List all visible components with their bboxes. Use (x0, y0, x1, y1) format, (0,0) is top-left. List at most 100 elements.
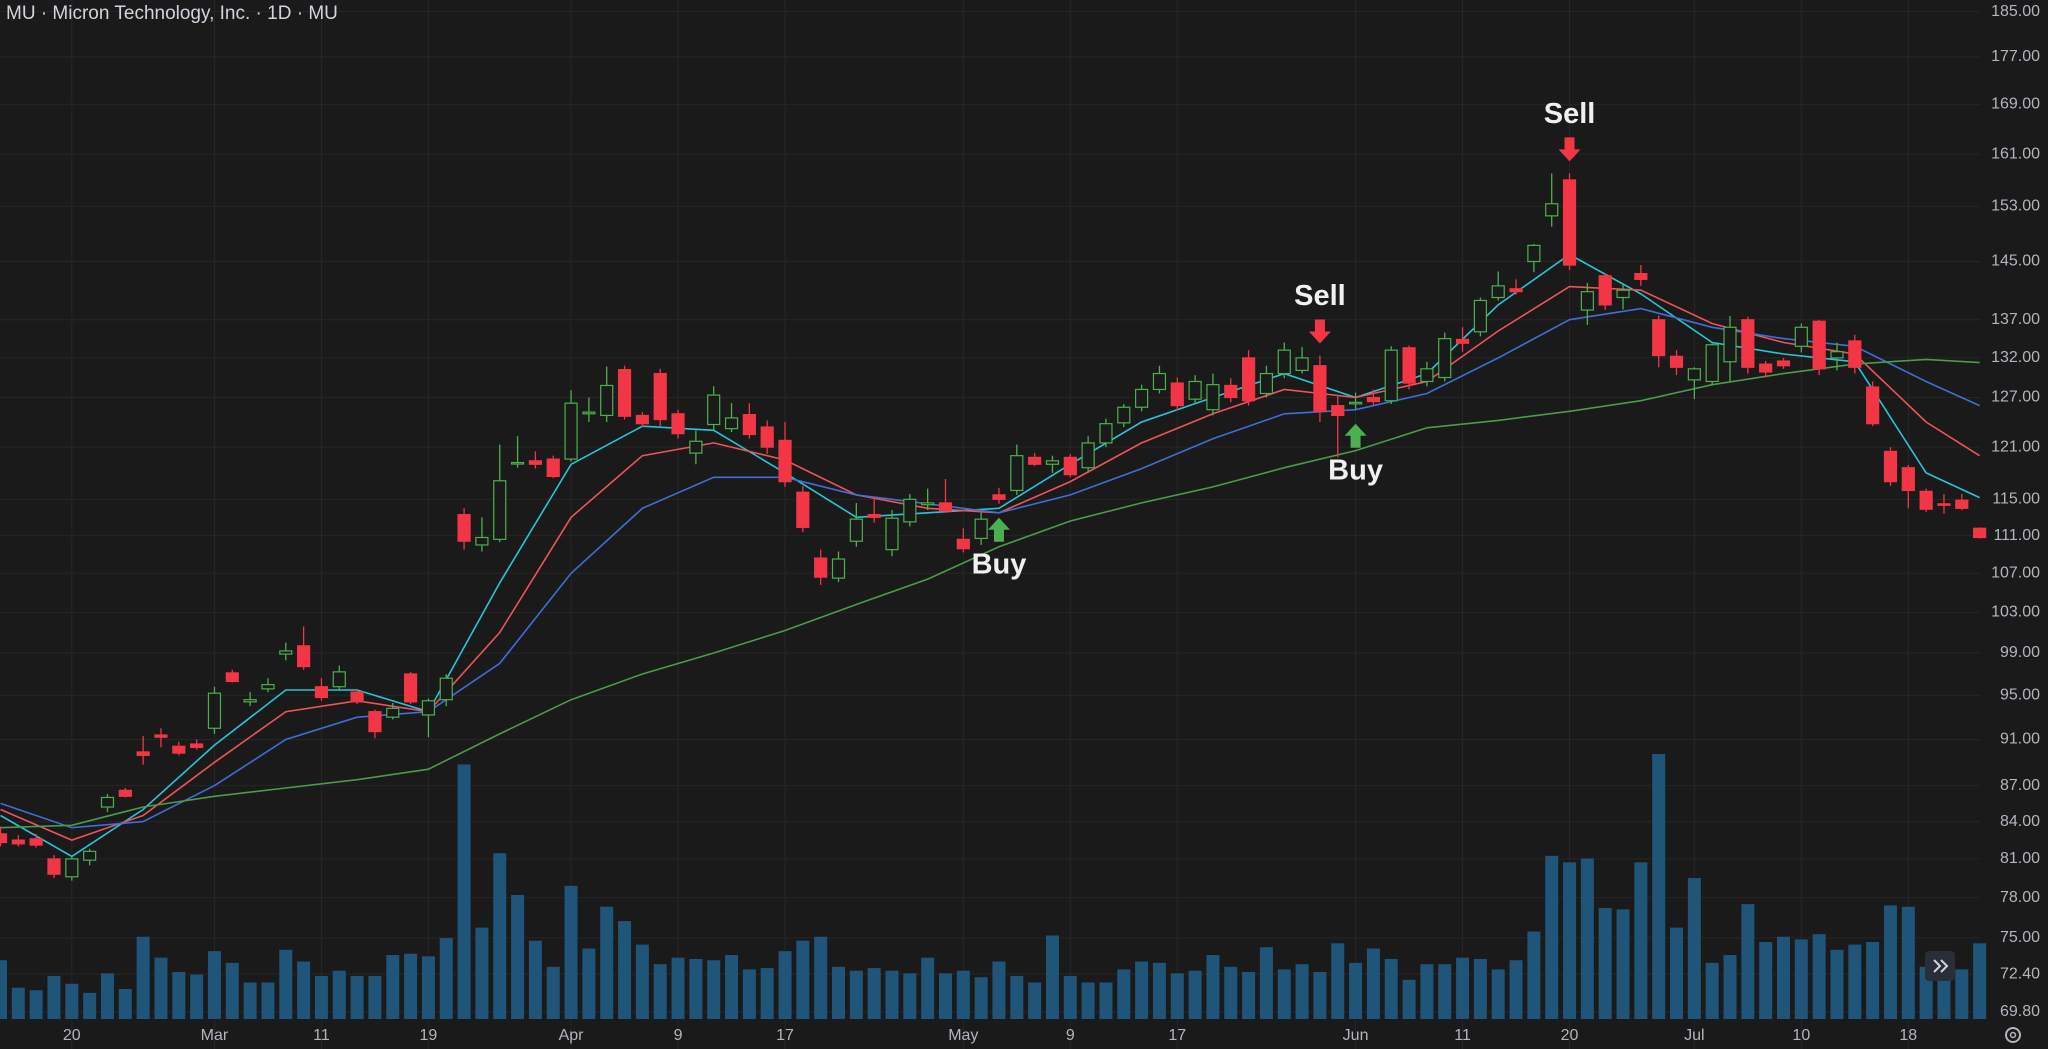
candle-body (903, 498, 917, 523)
candle-body (974, 518, 988, 540)
candle-body (1099, 423, 1113, 444)
buy-arrow (987, 517, 1010, 542)
volume-bar (1723, 955, 1737, 1019)
candle-body (885, 517, 899, 551)
volume-bar (1687, 878, 1701, 1019)
y-tick-label: 177.00 (1991, 48, 2040, 65)
gear-icon[interactable] (2005, 1027, 2021, 1043)
candle-body (546, 458, 560, 477)
candle-body (1028, 456, 1042, 465)
x-tick-label: 9 (1066, 1027, 1075, 1044)
y-tick-label: 107.00 (1991, 565, 2040, 582)
volume-bar (1384, 958, 1398, 1019)
candle-body (118, 789, 132, 797)
candle-body (1937, 503, 1951, 506)
volume-bar (1812, 934, 1826, 1019)
volume-bar (992, 961, 1006, 1019)
annotation-label: Sell (1544, 98, 1596, 130)
volume-bar (1045, 935, 1059, 1019)
volume-bar (1402, 979, 1416, 1019)
volume-bar (511, 894, 525, 1019)
volume-bar (867, 968, 881, 1019)
settings-button[interactable] (2005, 1027, 2021, 1043)
scroll-icon[interactable] (1933, 959, 1949, 973)
volume-bar (314, 975, 328, 1019)
volume-bar (207, 951, 221, 1019)
y-tick-label: 111.00 (1993, 527, 2040, 544)
gear-center[interactable] (2009, 1031, 2017, 1039)
volume-bar (1295, 964, 1309, 1019)
volume-bar (938, 973, 952, 1019)
candle-body (1919, 490, 1933, 510)
candle-body (617, 369, 632, 417)
x-tick-label: Jun (1343, 1027, 1369, 1044)
candle-body (1901, 467, 1915, 492)
candle-body (243, 699, 257, 703)
y-tick-label: 87.00 (2000, 777, 2040, 794)
sell-arrow (1308, 319, 1331, 344)
volume-bar (11, 987, 25, 1019)
candle-body (1723, 326, 1737, 363)
candle-body (1705, 344, 1719, 383)
candle-body (439, 677, 453, 701)
candle-body (493, 480, 507, 540)
scroll-button[interactable] (1925, 951, 1955, 981)
candle-body (1562, 179, 1577, 266)
y-tick-label: 78.00 (2000, 889, 2040, 906)
candle-body (689, 440, 703, 454)
candle-body (1866, 386, 1880, 425)
volume-bar (65, 983, 79, 1019)
volume-bar (136, 936, 150, 1019)
volume-bar (1028, 982, 1042, 1019)
volume-bar (261, 982, 275, 1019)
candle-body (1455, 338, 1470, 344)
volume (0, 754, 1987, 1019)
candle-body (1348, 401, 1363, 405)
candle-body (1045, 460, 1060, 465)
candle-body (1598, 275, 1612, 306)
candle-body (0, 833, 8, 844)
volume-bar (1277, 969, 1291, 1019)
candle-body (386, 707, 400, 718)
candle-body (1491, 285, 1505, 299)
volume-bar (653, 964, 667, 1019)
candle-body (1117, 406, 1131, 424)
x-tick-label: 17 (776, 1027, 794, 1044)
candle-body (1135, 388, 1149, 408)
y-tick-label: 169.00 (1991, 96, 2040, 113)
y-tick-label: 161.00 (1991, 145, 2040, 162)
y-tick-label: 132.00 (1991, 349, 2040, 366)
volume-bar (1135, 961, 1149, 1019)
volume-bar (1152, 962, 1166, 1019)
candle-body (136, 751, 150, 756)
volume-bar (1883, 905, 1897, 1019)
candle-body (778, 439, 792, 483)
candle-body (600, 384, 614, 417)
x-tick-label: 9 (674, 1027, 683, 1044)
volume-bar (1652, 754, 1666, 1019)
candle-body (1241, 357, 1256, 402)
candle-body (350, 691, 364, 703)
volume-bar (903, 973, 917, 1019)
candle-body (831, 558, 846, 579)
candle-body (1741, 319, 1755, 368)
volume-bar (760, 968, 774, 1019)
volume-bar (172, 972, 186, 1019)
candle-body (475, 536, 489, 546)
candle-body (635, 414, 649, 425)
candle-body (1616, 289, 1630, 299)
volume-bar (796, 940, 810, 1019)
candle-body (1206, 384, 1220, 411)
candle-body (11, 839, 25, 845)
volume-bar (457, 764, 471, 1019)
candle-body (1331, 405, 1345, 417)
volume-bar (778, 951, 792, 1019)
volume-bar (1580, 858, 1594, 1019)
candle-body (582, 411, 596, 415)
x-tick-label: 19 (420, 1027, 438, 1044)
x-tick-label: Jul (1684, 1027, 1704, 1044)
volume-bar (814, 936, 828, 1019)
volume-bar (350, 975, 364, 1019)
candle-body (1295, 357, 1309, 371)
